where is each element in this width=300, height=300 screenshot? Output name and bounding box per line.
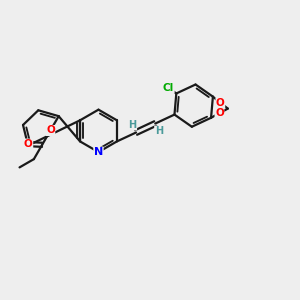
Text: H: H (155, 126, 163, 136)
Text: O: O (46, 125, 55, 136)
Text: Cl: Cl (163, 83, 174, 93)
Text: O: O (216, 98, 225, 108)
Text: O: O (215, 108, 224, 118)
Text: H: H (128, 120, 136, 130)
Text: N: N (94, 147, 103, 157)
Text: O: O (24, 139, 33, 149)
